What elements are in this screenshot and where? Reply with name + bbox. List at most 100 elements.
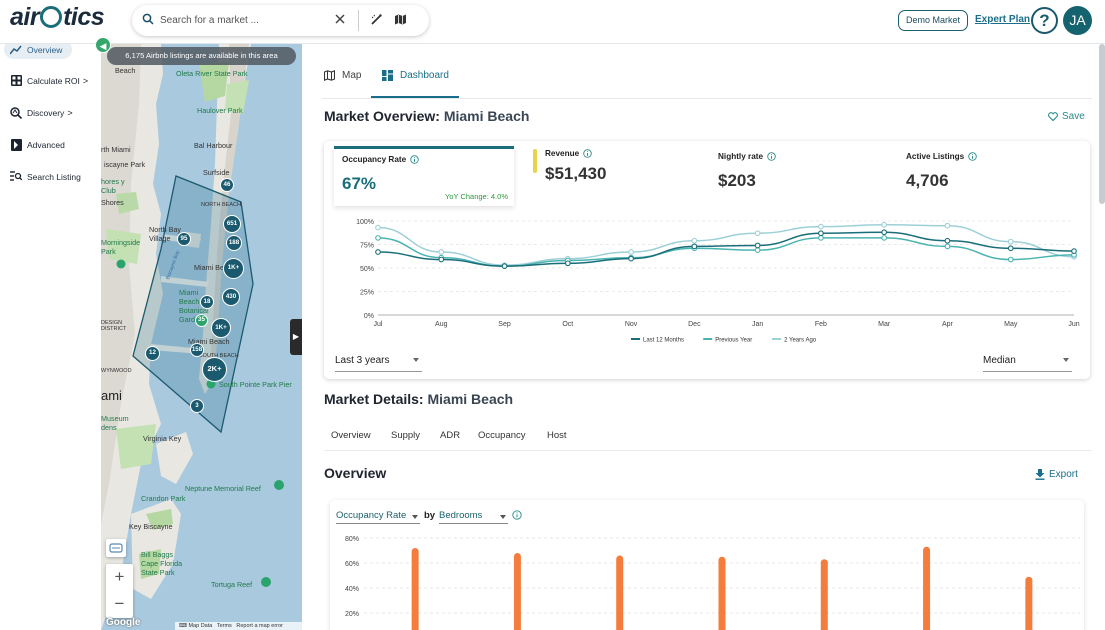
map-data-link[interactable]: Map Data	[188, 623, 213, 629]
tab-dashboard[interactable]: Dashboard	[382, 70, 449, 81]
page-scrollbar[interactable]	[1099, 44, 1105, 204]
sidebar-item-calculate-roi[interactable]: Calculate ROI >	[4, 71, 99, 90]
map-layer-button[interactable]	[106, 539, 126, 557]
map-label: Crandon Park	[141, 494, 186, 503]
zoom-in-button[interactable]: +	[114, 567, 125, 586]
logo-mark-icon	[40, 6, 63, 28]
market-map[interactable]: Beach Oleta River State Park Haulover Pa…	[101, 44, 302, 630]
sidebar-item-overview[interactable]: Overview	[4, 40, 72, 59]
map-label: DESIGN DISTRICT	[101, 320, 127, 332]
listing-cluster[interactable]: 158	[190, 343, 204, 357]
sidebar-item-advanced[interactable]: Advanced	[4, 135, 99, 154]
report-map-error-link[interactable]: Report a map error	[236, 623, 283, 629]
info-icon[interactable]	[767, 152, 776, 161]
legend-label: Previous Year	[715, 338, 752, 344]
map-label: Haulover Park	[197, 106, 243, 115]
clear-icon[interactable]	[334, 13, 346, 25]
listing-cluster[interactable]: 3	[190, 399, 204, 413]
discover-icon	[10, 106, 22, 119]
tab-map[interactable]: Map	[324, 70, 361, 81]
listing-cluster[interactable]: 1K+	[223, 258, 244, 279]
export-button[interactable]: Export	[1035, 469, 1078, 480]
map-icon	[324, 70, 335, 81]
listing-cluster[interactable]: 95	[177, 232, 191, 246]
expert-plan-link[interactable]: Expert Plan	[975, 14, 1031, 25]
map-label: Oleta River State Park	[176, 69, 248, 78]
info-icon[interactable]	[512, 510, 522, 520]
metric-occupancy-rate[interactable]: Occupancy Rate 67% YoY Change: 4.0%	[334, 146, 514, 206]
market-overview-card: Occupancy Rate 67% YoY Change: 4.0% Reve…	[324, 141, 1090, 379]
active-tab-indicator	[371, 96, 459, 98]
data-point	[818, 235, 824, 241]
listing-cluster[interactable]: 1K+	[211, 318, 231, 338]
detail-tab-host[interactable]: Host	[547, 430, 567, 441]
sidebar-item-discovery[interactable]: Discovery >	[4, 103, 99, 122]
bar	[820, 559, 828, 630]
y-tick-label: 60%	[345, 561, 359, 568]
x-tick-label: Sep	[498, 321, 511, 328]
user-avatar[interactable]: JA	[1063, 6, 1092, 35]
listing-cluster[interactable]: 46	[220, 178, 234, 192]
data-point	[944, 222, 951, 229]
sidebar-item-search-listing[interactable]: Search Listing	[4, 167, 99, 186]
data-point	[1007, 256, 1014, 263]
market-overview-title: Market Overview: Miami Beach	[324, 108, 530, 124]
google-logo: Google	[106, 617, 141, 628]
legend-label: 2 Years Ago	[784, 338, 817, 344]
terms-link[interactable]: Terms	[216, 623, 232, 629]
listing-cluster[interactable]: 2K+	[202, 357, 227, 382]
metric-revenue[interactable]: Revenue $51,430	[545, 149, 606, 184]
detail-tab-adr[interactable]: ADR	[440, 430, 461, 441]
trend-icon	[10, 44, 22, 56]
sidebar-item-label: Overview	[27, 44, 63, 55]
listings-available-banner: 6,175 Airbnb listings are available in t…	[107, 47, 296, 65]
period-select[interactable]: Last 3 years	[335, 354, 422, 372]
listing-cluster[interactable]: 12	[145, 346, 160, 361]
toggle-panel-button[interactable]: ▶	[290, 319, 302, 355]
metric-value: 67%	[342, 174, 377, 193]
help-button[interactable]: ?	[1031, 7, 1058, 34]
detail-tab-overview[interactable]: Overview	[331, 430, 371, 441]
metric-label: Revenue	[545, 149, 580, 158]
y-tick-label: 80%	[345, 536, 359, 543]
info-icon[interactable]	[968, 152, 977, 161]
airbtics-logo[interactable]: air tics	[10, 3, 105, 31]
metric-nightly-rate[interactable]: Nightly rate $203	[718, 152, 776, 191]
download-icon	[1035, 469, 1045, 480]
metric-select-value: Occupancy Rate	[336, 510, 407, 521]
y-tick-label: 20%	[345, 611, 359, 618]
group-select[interactable]: Bedrooms	[439, 510, 508, 524]
map-label: Neptune Memorial Reef	[185, 484, 261, 493]
y-tick-label: 25%	[360, 290, 374, 297]
stat-select[interactable]: Median	[983, 354, 1072, 372]
collapse-sidebar-button[interactable]: ◀	[95, 37, 111, 53]
metric-active-listings[interactable]: Active Listings 4,706	[906, 152, 977, 191]
listing-cluster[interactable]: 430	[222, 288, 240, 306]
bedrooms-bar-chart: 0%20%40%60%80%Studio123456+	[345, 536, 1080, 630]
search-input[interactable]	[160, 11, 330, 29]
listing-cluster[interactable]: 651	[223, 215, 241, 233]
detail-tab-occupancy[interactable]: Occupancy	[478, 430, 526, 441]
map-label: Bal Harbour	[194, 141, 233, 150]
detail-tab-supply[interactable]: Supply	[391, 430, 421, 441]
x-tick-label: Feb	[815, 321, 827, 328]
info-icon[interactable]	[410, 155, 419, 164]
metric-select[interactable]: Occupancy Rate	[336, 510, 421, 524]
demo-market-button[interactable]: Demo Market	[898, 10, 968, 31]
data-point	[944, 243, 951, 250]
zoom-out-button[interactable]: −	[114, 594, 125, 613]
listing-cluster[interactable]: 18	[200, 295, 214, 309]
listing-cluster[interactable]: 188	[226, 235, 242, 251]
info-icon[interactable]	[583, 149, 592, 158]
save-button[interactable]: Save	[1048, 111, 1085, 122]
x-tick-label: May	[1004, 321, 1018, 328]
listing-cluster[interactable]: 35	[195, 314, 208, 327]
chevron-right-icon: ▶	[292, 332, 300, 341]
search-divider	[358, 10, 359, 31]
tab-label: Dashboard	[400, 70, 449, 81]
draw-area-icon[interactable]	[370, 13, 383, 26]
bar	[1025, 576, 1033, 630]
map-view-icon[interactable]	[394, 13, 407, 26]
map-label: Bill Baggs Cape Florida State Park	[141, 550, 183, 577]
caret-down-icon	[1063, 358, 1069, 362]
